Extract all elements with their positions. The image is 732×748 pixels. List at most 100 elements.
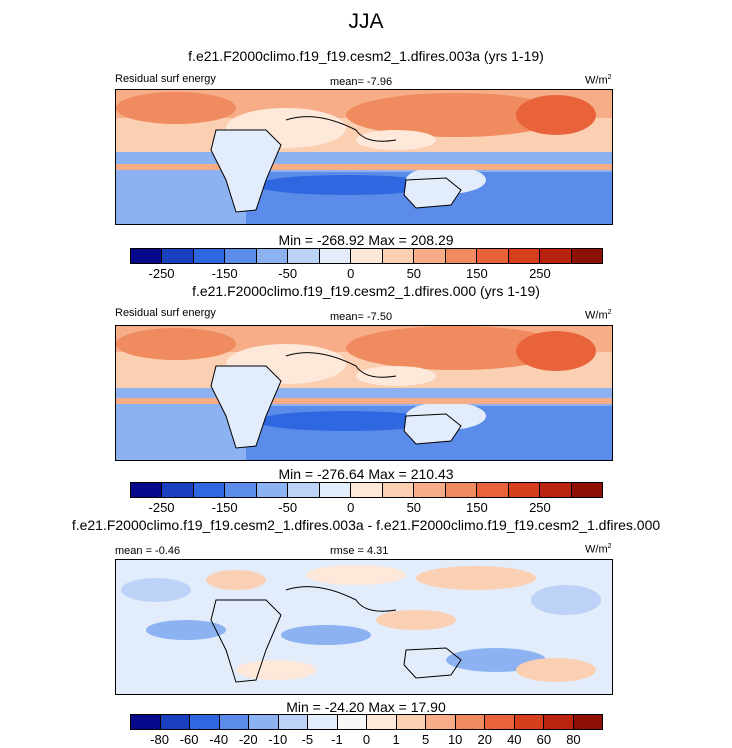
colorbar-swatch — [540, 249, 572, 263]
panel-3-map-field — [116, 560, 612, 694]
colorbar-swatch — [540, 483, 572, 497]
colorbar-tick-label: 80 — [566, 732, 581, 747]
colorbar-tick-label: -60 — [179, 732, 199, 747]
panel-2-colorbar — [130, 482, 603, 498]
colorbar-tick-label: -250 — [148, 500, 175, 515]
colorbar-swatch — [382, 483, 415, 497]
colorbar-swatch — [414, 483, 446, 497]
colorbar-swatch — [351, 249, 383, 263]
colorbar-swatch — [396, 715, 426, 729]
colorbar-swatch — [514, 715, 544, 729]
colorbar-tick-label: 250 — [529, 266, 551, 281]
panel-1-mean-label: mean= -7.96 — [330, 76, 393, 88]
colorbar-tick-label: 40 — [507, 732, 522, 747]
colorbar-tick-label: -50 — [278, 500, 298, 515]
colorbar-swatch — [477, 249, 509, 263]
colorbar-swatch — [131, 715, 161, 729]
colorbar-swatch — [288, 483, 320, 497]
colorbar-tick-label: 50 — [406, 266, 422, 281]
colorbar-tick-label: 10 — [447, 732, 463, 747]
colorbar-swatch — [256, 249, 289, 263]
panel-1-units: W/m2 — [585, 74, 612, 87]
colorbar-swatch — [445, 249, 478, 263]
colorbar-swatch — [508, 483, 541, 497]
colorbar-tick-label: 0 — [347, 500, 355, 515]
colorbar-swatch — [455, 715, 485, 729]
colorbar-swatch — [571, 483, 603, 497]
colorbar-swatch — [308, 715, 338, 729]
colorbar-swatch — [367, 715, 397, 729]
colorbar-tick-label: -10 — [268, 732, 288, 747]
colorbar-tick-label: -250 — [148, 266, 175, 281]
panel-1-variable-label: Residual surf energy — [115, 73, 216, 85]
panel-3-rmse-label: rmse = 4.31 — [330, 545, 389, 557]
colorbar-swatch — [249, 715, 279, 729]
panel-1-case-title: f.e21.F2000climo.f19_f19.cesm2_1.dfires.… — [188, 48, 544, 64]
colorbar-tick-label: 60 — [536, 732, 552, 747]
colorbar-tick-label: 150 — [466, 500, 488, 515]
colorbar-swatch — [319, 249, 352, 263]
colorbar-tick-label: -1 — [331, 732, 343, 747]
colorbar-swatch — [485, 715, 515, 729]
colorbar-swatch — [162, 249, 194, 263]
colorbar-tick-label: -40 — [209, 732, 229, 747]
colorbar-swatch — [508, 249, 541, 263]
colorbar-tick-label: -80 — [150, 732, 169, 747]
colorbar-swatch — [382, 249, 415, 263]
colorbar-swatch — [351, 483, 383, 497]
panel-1-map — [115, 89, 613, 225]
panel-3-minmax: Min = -24.20 Max = 17.90 — [286, 699, 446, 715]
colorbar-swatch — [544, 715, 574, 729]
colorbar-swatch — [445, 483, 478, 497]
colorbar-tick-label: 250 — [529, 500, 551, 515]
colorbar-swatch — [337, 715, 367, 729]
panel-2-case-title: f.e21.F2000climo.f19_f19.cesm2_1.dfires.… — [192, 283, 540, 299]
colorbar-swatch — [190, 715, 220, 729]
colorbar-tick-label: 0 — [362, 732, 371, 747]
panel-3-case-title: f.e21.F2000climo.f19_f19.cesm2_1.dfires.… — [71, 517, 661, 533]
panel-2-mean-label: mean= -7.50 — [330, 311, 393, 323]
colorbar-swatch — [319, 483, 352, 497]
colorbar-swatch — [193, 249, 226, 263]
panel-1-colorbar — [130, 248, 603, 264]
panel-3-mean-label: mean = -0.46 — [115, 545, 181, 557]
colorbar-swatch — [219, 715, 249, 729]
panel-2-variable-label: Residual surf energy — [115, 307, 216, 319]
colorbar-tick-label: 50 — [406, 500, 422, 515]
colorbar-swatch — [131, 249, 163, 263]
colorbar-tick-label: 0 — [347, 266, 355, 281]
colorbar-swatch — [278, 715, 308, 729]
colorbar-tick-label: 1 — [392, 732, 400, 747]
colorbar-tick-label: -150 — [211, 500, 238, 515]
colorbar-swatch — [225, 249, 257, 263]
colorbar-tick-label: 150 — [466, 266, 488, 281]
panel-3-units: W/m2 — [585, 543, 612, 556]
figure-title: JJA — [348, 10, 384, 33]
colorbar-swatch — [571, 249, 603, 263]
colorbar-tick-label: -20 — [238, 732, 258, 747]
colorbar-swatch — [414, 249, 446, 263]
colorbar-swatch — [477, 483, 509, 497]
colorbar-swatch — [160, 715, 190, 729]
colorbar-tick-label: -5 — [301, 732, 314, 747]
colorbar-swatch — [162, 483, 194, 497]
panel-3-map — [115, 559, 613, 695]
panel-2-minmax: Min = -276.64 Max = 210.43 — [278, 466, 454, 482]
colorbar-tick-label: -50 — [278, 266, 298, 281]
panel-1-minmax: Min = -268.92 Max = 208.29 — [278, 232, 454, 248]
panel-2-map — [115, 325, 613, 461]
panel-2-units: W/m2 — [585, 309, 612, 322]
colorbar-tick-label: 20 — [477, 732, 492, 747]
colorbar-swatch — [573, 715, 602, 729]
colorbar-swatch — [256, 483, 289, 497]
panel-1-map-field — [116, 90, 612, 224]
panel-3-colorbar — [130, 714, 603, 730]
colorbar-swatch — [193, 483, 226, 497]
colorbar-swatch — [131, 483, 163, 497]
colorbar-swatch — [426, 715, 456, 729]
colorbar-tick-label: -150 — [211, 266, 238, 281]
colorbar-swatch — [288, 249, 320, 263]
panel-2-map-field — [116, 326, 612, 460]
colorbar-tick-label: 5 — [422, 732, 430, 747]
colorbar-swatch — [225, 483, 257, 497]
